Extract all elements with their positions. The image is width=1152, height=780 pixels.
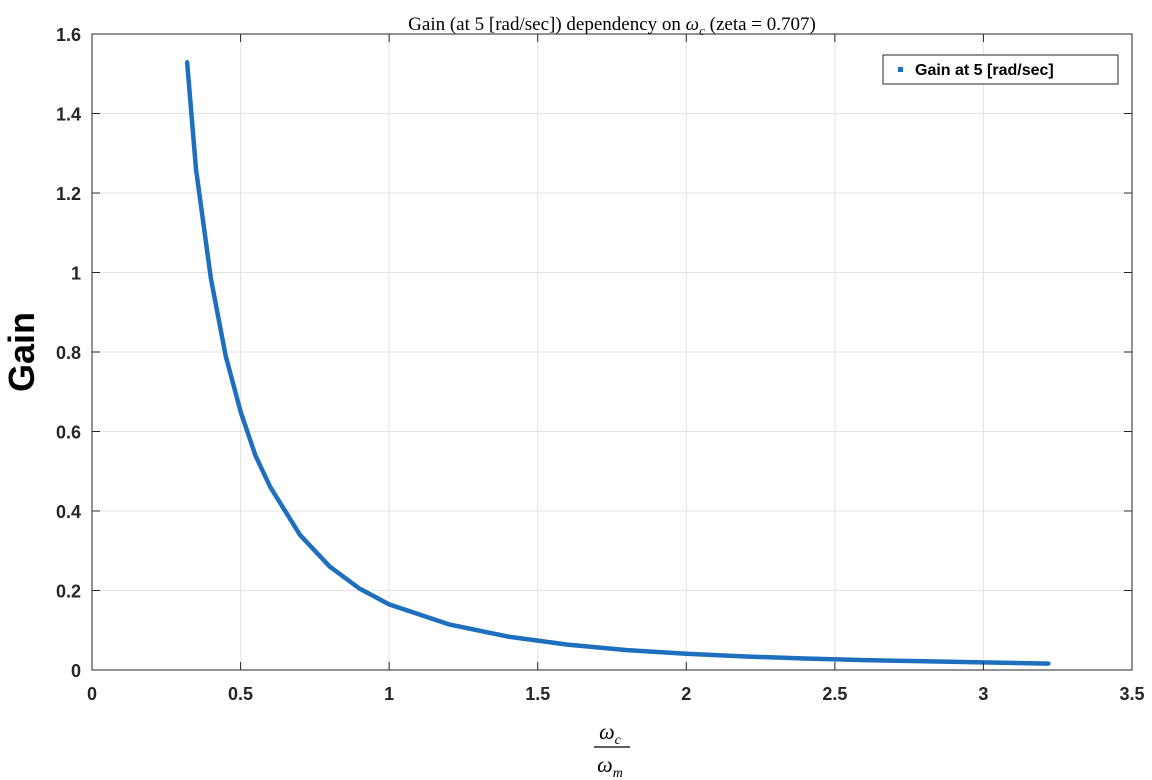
data-point	[625, 648, 629, 652]
legend-marker	[898, 67, 903, 72]
x-tick-label: 1.5	[525, 684, 550, 704]
data-point	[327, 564, 332, 569]
data-point	[268, 485, 273, 489]
x-tick-label: 0	[87, 684, 97, 704]
series-line	[184, 61, 1049, 666]
tick-layer: 0 0.5 1 1.5 2 2.5 3 3.5 0 0.2 0.4 0.6 0.8 1 1.2 1.4 1.6	[56, 25, 1145, 704]
chart-title: Gain (at 5 [rad/sec]) dependency on ωc (…	[408, 14, 816, 38]
y-tick-label: 1	[71, 264, 81, 284]
grid	[91, 33, 1133, 671]
data-point	[506, 634, 510, 639]
data-point	[209, 276, 213, 281]
data-point	[185, 60, 189, 64]
data-point	[684, 651, 689, 656]
data-point	[357, 586, 362, 591]
y-tick-label: 0.2	[56, 582, 81, 602]
data-point	[238, 409, 243, 414]
legend: Gain at 5 [rad/sec]	[882, 54, 1119, 85]
x-axis-label: ωc ωm	[594, 719, 630, 780]
legend-label: Gain at 5 [rad/sec]	[915, 62, 1054, 79]
y-tick-label: 1.6	[56, 25, 81, 45]
y-axis-label: Gain	[1, 312, 42, 392]
x-axis-label-denominator: ωm	[597, 752, 623, 780]
x-axis-label-numerator: ωc	[599, 719, 622, 748]
data-point	[565, 642, 570, 647]
y-tick-label: 1.4	[56, 105, 81, 125]
data-point	[803, 656, 807, 661]
x-tick-label: 0.5	[228, 684, 253, 704]
data-point	[194, 167, 198, 171]
data-point	[223, 354, 228, 358]
data-point	[1047, 661, 1051, 666]
y-tick-label: 0	[71, 661, 81, 681]
data-point	[446, 622, 451, 627]
y-tick-label: 0.6	[56, 423, 81, 443]
x-tick-label: 2	[681, 684, 691, 704]
data-point	[253, 453, 258, 458]
data-point	[298, 533, 302, 537]
data-point	[743, 654, 748, 659]
data-point	[387, 602, 391, 607]
x-tick-label: 2.5	[822, 684, 847, 704]
data-point	[862, 658, 867, 662]
series-layer	[184, 60, 1051, 666]
x-tick-label: 1	[384, 684, 394, 704]
y-tick-label: 0.8	[56, 343, 81, 363]
y-tick-label: 0.4	[56, 502, 81, 522]
data-point	[922, 659, 926, 664]
x-tick-label: 3	[978, 684, 988, 704]
legend-box	[882, 54, 1119, 85]
y-tick-label: 1.2	[56, 184, 81, 204]
x-tick-label: 3.5	[1119, 684, 1144, 704]
